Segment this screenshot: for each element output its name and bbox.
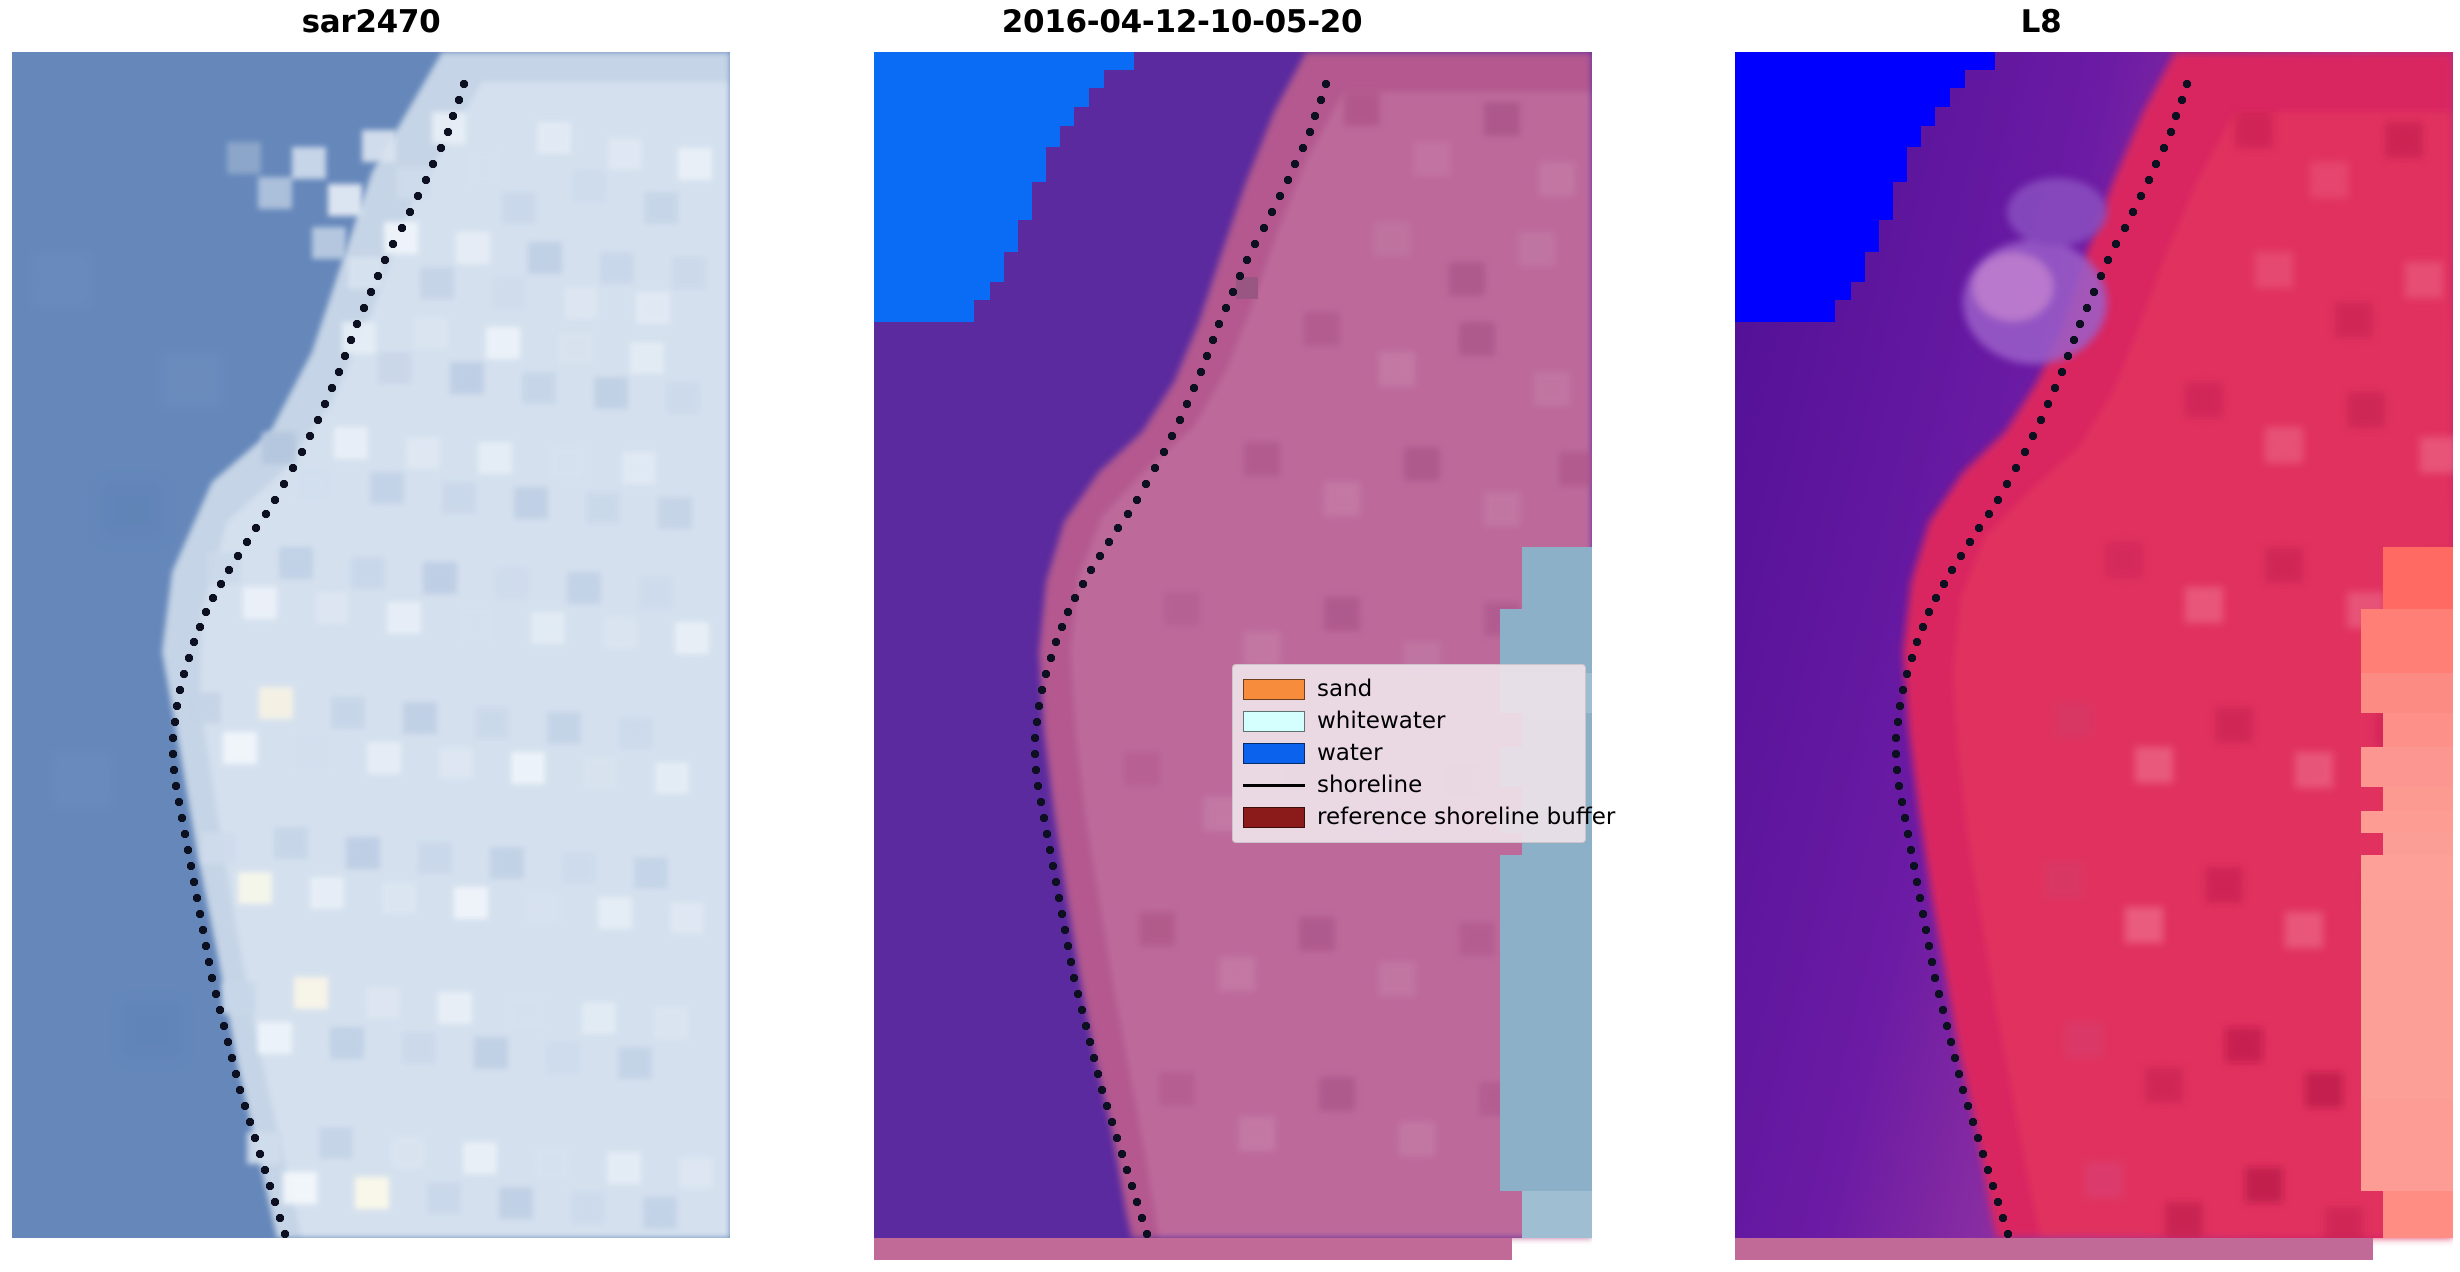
shoreline-dots	[1030, 79, 1331, 1239]
legend-box: sand whitewater water shoreline referenc…	[1232, 664, 1615, 843]
panel-l8: L8	[1622, 0, 2460, 1272]
panel-title-l8: L8	[2020, 4, 2062, 40]
classified-raster	[874, 52, 1592, 1260]
panel-title-sar2470: sar2470	[301, 4, 441, 40]
legend-item-reference-buffer: reference shoreline buffer	[1243, 801, 1615, 833]
legend-label-shoreline: shoreline	[1317, 771, 1423, 798]
axes-sar2470	[12, 52, 730, 1238]
axes-l8	[1735, 52, 2453, 1260]
shoreline-dots	[1891, 79, 2192, 1239]
legend-label-water: water	[1317, 739, 1383, 766]
salmon-band	[2361, 547, 2453, 1238]
legend-item-sand: sand	[1243, 673, 1575, 705]
legend-item-whitewater: whitewater	[1243, 705, 1575, 737]
bottom-strip	[1735, 1238, 2373, 1260]
reference-buffer-swatch	[1243, 806, 1305, 828]
shoreline-line-swatch	[1243, 775, 1305, 796]
legend-label-sand: sand	[1317, 675, 1373, 702]
panel-sar2470: sar2470	[0, 0, 742, 1272]
whitewater-band	[1500, 547, 1592, 1238]
legend-item-water: water	[1243, 737, 1575, 769]
reference-buffer-pixel	[1236, 277, 1258, 299]
shoreline-dots	[168, 79, 469, 1238]
bottom-strip	[874, 1238, 1512, 1260]
axes-classified	[874, 52, 1592, 1260]
whitewater-swatch	[1243, 710, 1305, 732]
panel-classified: 2016-04-12-10-05-20	[742, 0, 1622, 1272]
sand-swatch	[1243, 678, 1305, 700]
legend-label-whitewater: whitewater	[1317, 707, 1446, 734]
sar2470-raster	[12, 52, 730, 1238]
water-swatch	[1243, 742, 1305, 764]
l8-raster	[1735, 52, 2453, 1260]
legend-item-shoreline: shoreline	[1243, 769, 1575, 801]
panel-title-classified: 2016-04-12-10-05-20	[1001, 4, 1363, 40]
legend-label-reference-buffer: reference shoreline buffer	[1317, 803, 1616, 830]
